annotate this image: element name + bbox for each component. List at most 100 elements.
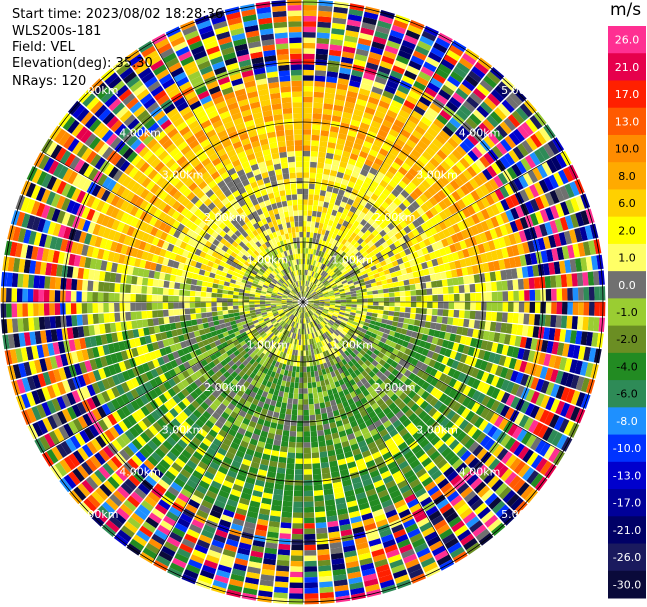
velocity-gate <box>448 302 455 310</box>
velocity-gate <box>315 522 327 529</box>
velocity-gate <box>318 307 324 310</box>
velocity-gate <box>333 310 340 314</box>
velocity-gate <box>325 350 330 357</box>
velocity-gate <box>320 257 325 264</box>
velocity-gate <box>346 410 354 418</box>
velocity-gate <box>430 47 445 59</box>
velocity-gate <box>355 178 364 187</box>
velocity-gate <box>436 280 443 288</box>
velocity-gate <box>400 129 411 139</box>
velocity-gate <box>308 300 314 302</box>
velocity-gate <box>433 193 443 203</box>
velocity-gate <box>479 468 492 481</box>
velocity-gate <box>559 216 569 231</box>
velocity-gate <box>394 60 408 70</box>
velocity-gate <box>324 296 330 299</box>
velocity-gate <box>333 288 339 292</box>
velocity-gate <box>572 287 579 301</box>
velocity-gate <box>329 271 335 277</box>
velocity-gate <box>286 403 293 410</box>
velocity-gate <box>330 300 336 302</box>
velocity-gate <box>211 297 217 302</box>
velocity-gate <box>363 353 371 360</box>
velocity-gate <box>323 168 331 176</box>
velocity-gate <box>464 336 472 346</box>
velocity-gate <box>322 258 328 265</box>
velocity-gate <box>555 385 565 400</box>
velocity-gate <box>323 103 334 110</box>
velocity-gate <box>303 372 307 378</box>
velocity-gate <box>500 138 512 152</box>
velocity-gate <box>471 66 486 79</box>
velocity-gate <box>390 393 399 402</box>
velocity-gate <box>410 358 419 367</box>
velocity-gate <box>527 240 536 253</box>
velocity-gate <box>324 305 330 308</box>
velocity-gate <box>518 302 525 313</box>
velocity-gate <box>419 193 429 203</box>
velocity-gate <box>370 46 384 56</box>
velocity-gate <box>408 259 416 267</box>
velocity-gate <box>480 340 488 350</box>
velocity-gate <box>429 368 438 377</box>
velocity-gate <box>454 524 469 537</box>
velocity-gate <box>357 93 369 102</box>
velocity-gate <box>304 582 318 589</box>
velocity-gate <box>351 275 358 280</box>
velocity-gate <box>365 330 373 336</box>
velocity-gate <box>303 183 309 189</box>
velocity-gate <box>318 250 323 257</box>
velocity-gate <box>429 343 437 352</box>
velocity-gate <box>380 470 392 480</box>
velocity-gate <box>307 377 312 383</box>
velocity-gate <box>356 295 363 299</box>
velocity-gate <box>420 557 436 568</box>
velocity-gate <box>434 549 449 562</box>
velocity-gate <box>429 77 443 89</box>
velocity-gate <box>364 318 371 324</box>
velocity-gate <box>330 250 336 257</box>
velocity-gate <box>378 465 389 475</box>
velocity-gate <box>308 281 312 288</box>
velocity-gate <box>65 303 72 315</box>
velocity-gate <box>316 173 323 180</box>
velocity-gate <box>317 435 325 442</box>
velocity-gate <box>458 172 469 184</box>
velocity-gate <box>342 111 353 120</box>
velocity-gate <box>142 319 149 328</box>
velocity-gate <box>413 80 427 91</box>
velocity-gate <box>345 275 351 280</box>
velocity-gate <box>383 226 391 234</box>
velocity-gate <box>445 183 456 194</box>
velocity-gate <box>322 291 329 295</box>
velocity-gate <box>361 77 374 86</box>
velocity-gate <box>195 307 201 314</box>
velocity-gate <box>500 269 507 281</box>
velocity-gate <box>345 333 352 340</box>
velocity-gate <box>440 482 453 494</box>
velocity-gate <box>406 399 416 409</box>
velocity-gate <box>366 312 373 317</box>
velocity-gate <box>415 468 427 478</box>
velocity-gate <box>299 334 302 340</box>
velocity-gate <box>380 275 387 281</box>
velocity-gate <box>430 435 441 446</box>
velocity-gate <box>420 203 430 213</box>
velocity-gate <box>383 475 394 485</box>
velocity-gate <box>530 437 542 451</box>
velocity-gate <box>306 306 310 311</box>
velocity-gate <box>531 454 543 469</box>
velocity-gate <box>373 81 386 90</box>
velocity-gate <box>311 452 320 459</box>
velocity-gate <box>211 311 218 317</box>
velocity-gate <box>284 386 290 393</box>
velocity-gate <box>382 343 390 351</box>
velocity-gate <box>336 282 343 287</box>
velocity-gate <box>431 545 447 557</box>
velocity-gate <box>280 522 292 529</box>
velocity-gate <box>344 240 351 248</box>
velocity-gate <box>437 189 447 200</box>
velocity-gate <box>329 49 342 57</box>
velocity-gate <box>316 43 329 50</box>
velocity-gate <box>365 267 372 274</box>
